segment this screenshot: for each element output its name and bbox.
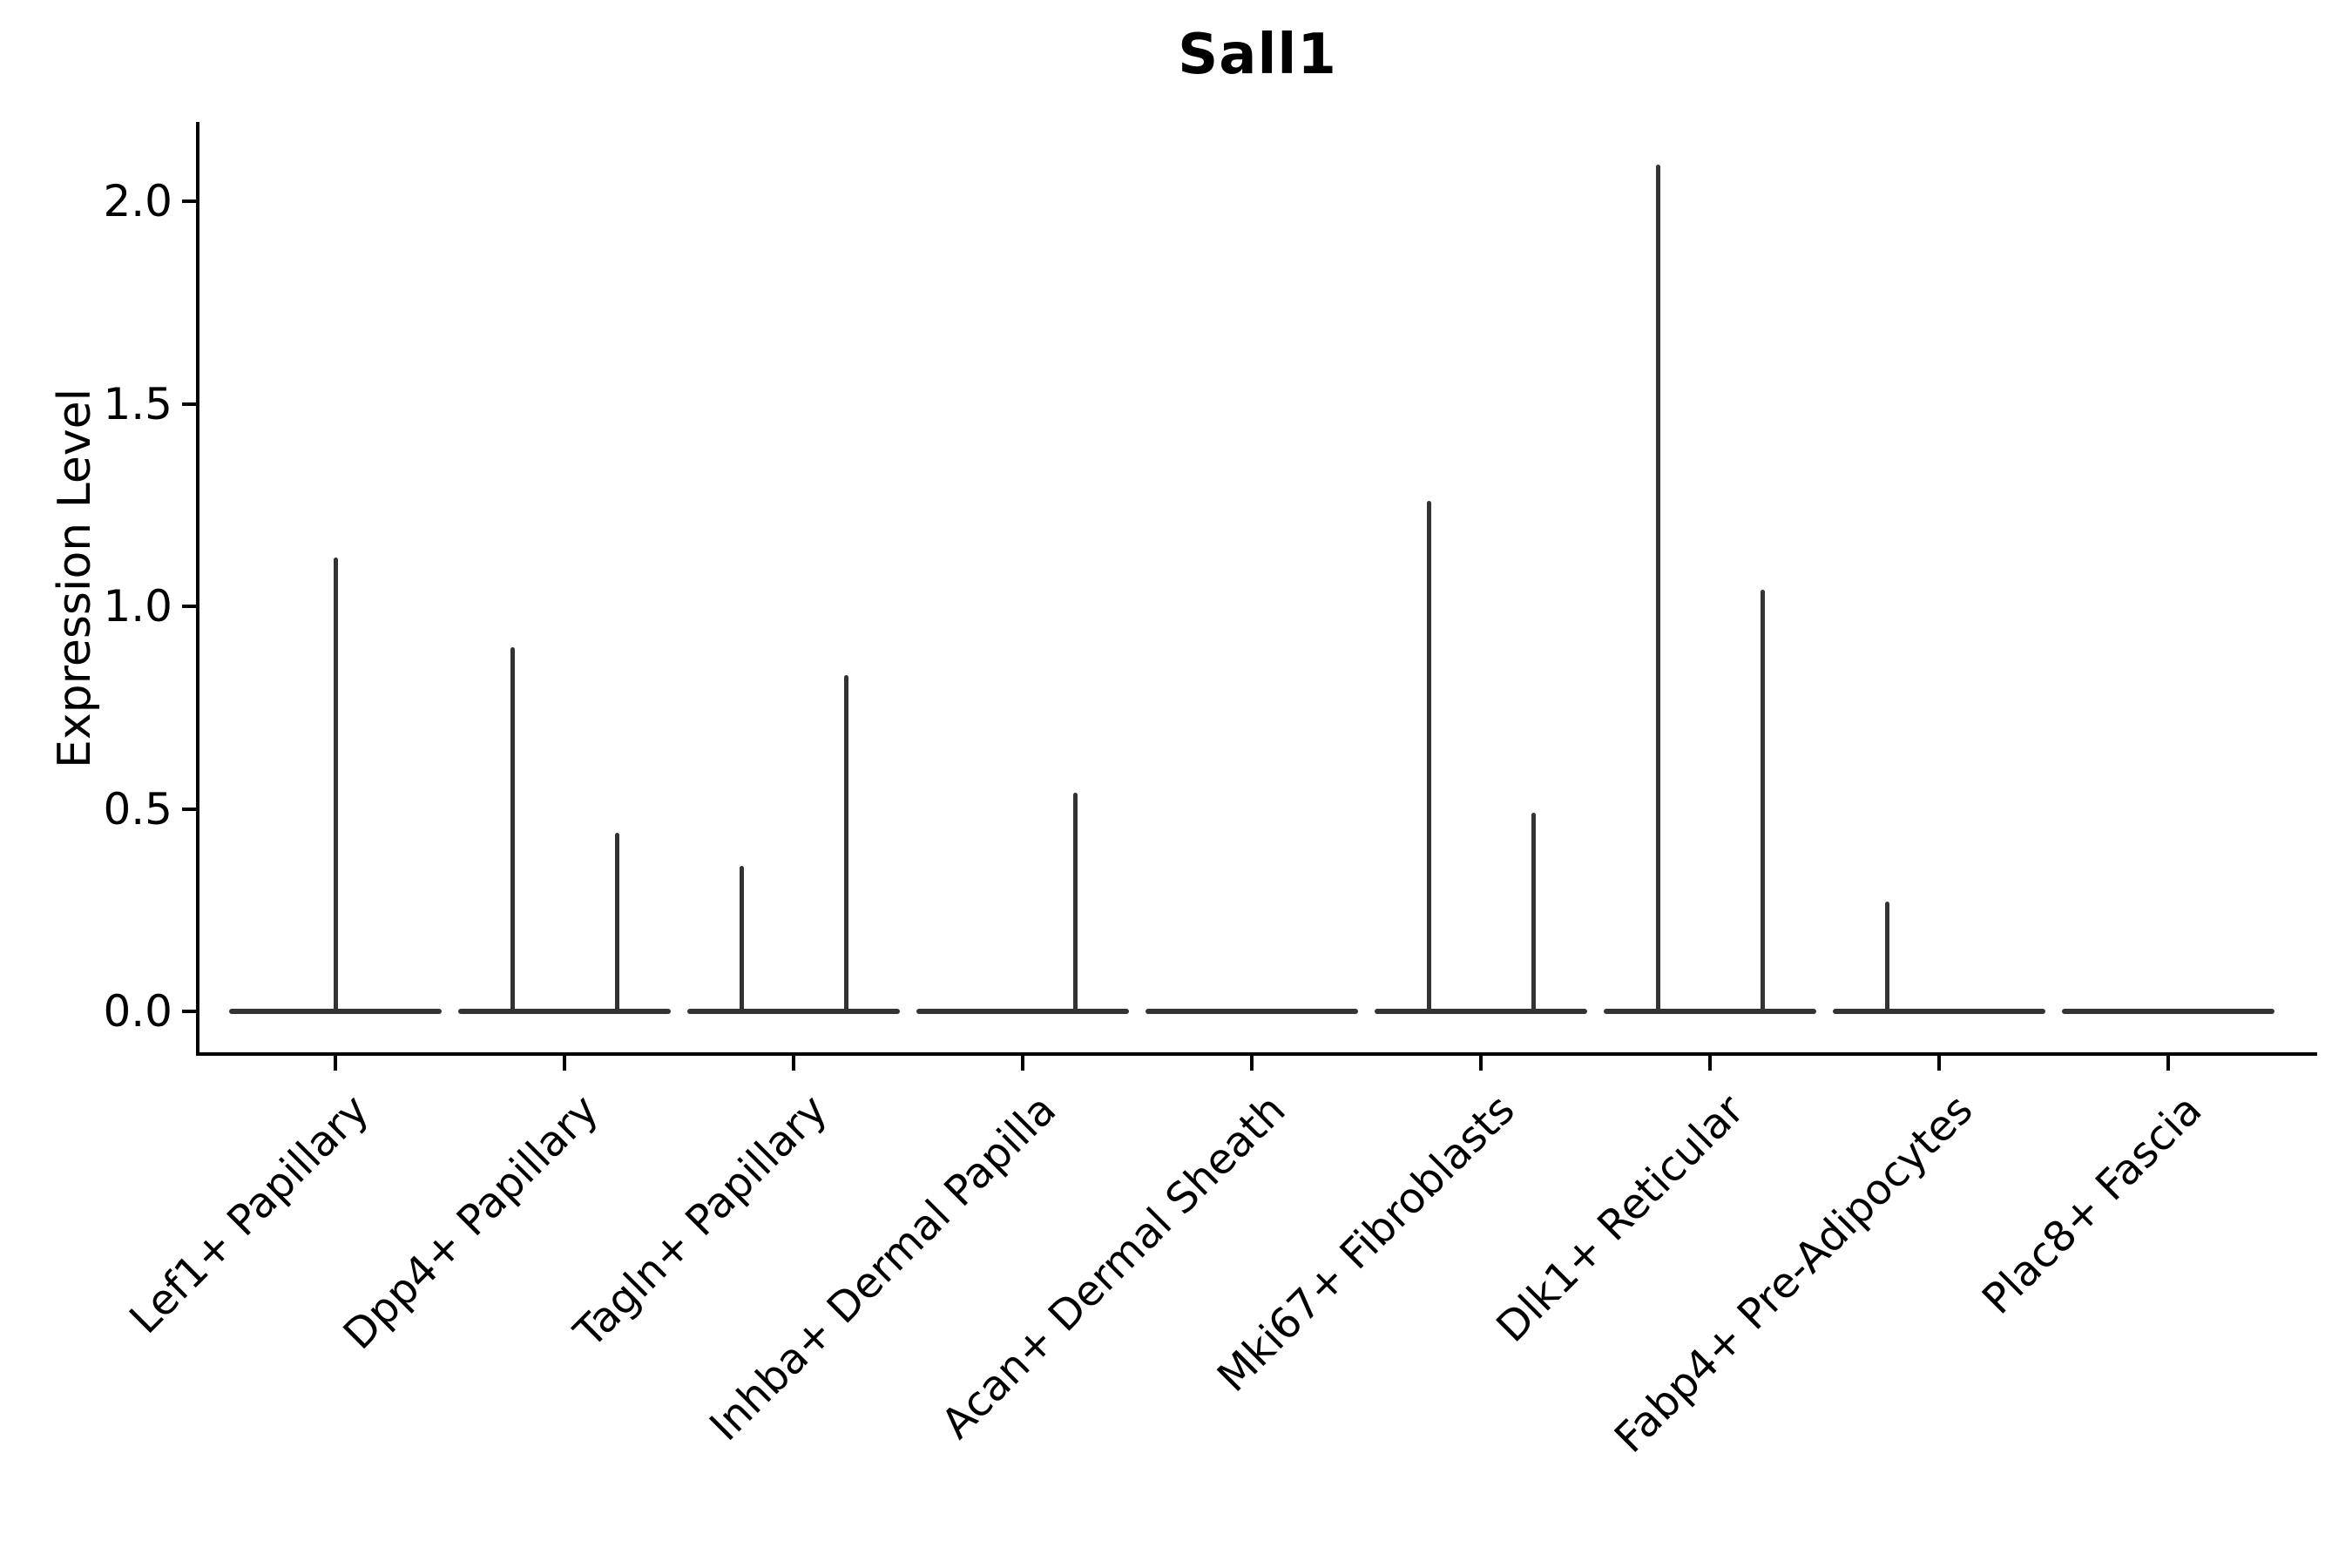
violin-spike bbox=[843, 675, 848, 1014]
violin-spike bbox=[1760, 590, 1765, 1014]
y-tick-label: 2.0 bbox=[103, 176, 172, 226]
y-tick-mark bbox=[182, 605, 198, 608]
violin-spike bbox=[1072, 792, 1078, 1014]
violin-spike bbox=[614, 833, 619, 1014]
y-tick-mark bbox=[182, 402, 198, 406]
x-tick-label: Dlk1+ Reticular bbox=[1486, 1085, 1754, 1352]
x-tick-mark bbox=[1250, 1056, 1254, 1071]
x-tick-mark bbox=[1479, 1056, 1483, 1071]
y-axis-spine bbox=[196, 122, 199, 1056]
violin-baseline bbox=[1604, 1009, 1816, 1014]
violin-baseline bbox=[1375, 1009, 1587, 1014]
y-tick-mark bbox=[182, 1010, 198, 1013]
violin-spike bbox=[1531, 813, 1536, 1014]
x-tick-mark bbox=[792, 1056, 795, 1071]
y-tick-label: 1.0 bbox=[103, 581, 172, 632]
violin-baseline bbox=[1833, 1009, 2045, 1014]
x-tick-mark bbox=[2166, 1056, 2170, 1071]
violin-spike bbox=[739, 865, 744, 1014]
y-axis-label: Expression Level bbox=[49, 388, 101, 769]
violin-baseline bbox=[2062, 1009, 2274, 1014]
violin-spike bbox=[1426, 501, 1431, 1014]
y-tick-mark bbox=[182, 807, 198, 811]
x-tick-mark bbox=[563, 1056, 566, 1071]
x-tick-mark bbox=[334, 1056, 337, 1071]
violin-spike bbox=[1655, 165, 1660, 1014]
violin-baseline bbox=[687, 1009, 900, 1014]
y-tick-mark bbox=[182, 199, 198, 203]
x-tick-label: Tagln+ Papillary bbox=[564, 1085, 837, 1357]
x-tick-mark bbox=[1937, 1056, 1941, 1071]
x-tick-label: Plac8+ Fascia bbox=[1973, 1085, 2212, 1324]
chart-title: Sall1 bbox=[1178, 23, 1337, 87]
y-tick-label: 0.0 bbox=[103, 986, 172, 1037]
x-tick-label: Lef1+ Papillary bbox=[120, 1085, 379, 1343]
x-tick-label: Dpp4+ Papillary bbox=[334, 1085, 608, 1360]
y-tick-label: 1.5 bbox=[103, 378, 172, 429]
x-axis-spine bbox=[196, 1052, 2317, 1056]
violin-baseline bbox=[1146, 1009, 1358, 1014]
violin-baseline bbox=[916, 1009, 1129, 1014]
violin-baseline bbox=[458, 1009, 671, 1014]
violin-spike bbox=[1884, 902, 1889, 1014]
violin-spike bbox=[510, 646, 515, 1014]
y-tick-label: 0.5 bbox=[103, 783, 172, 835]
x-tick-mark bbox=[1708, 1056, 1712, 1071]
violin-spike bbox=[333, 558, 338, 1014]
x-tick-mark bbox=[1021, 1056, 1024, 1071]
